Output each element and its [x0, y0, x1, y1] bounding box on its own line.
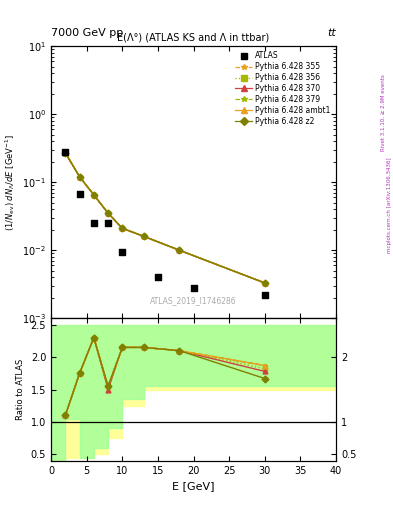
Text: tt: tt [327, 28, 336, 38]
Legend: ATLAS, Pythia 6.428 355, Pythia 6.428 356, Pythia 6.428 370, Pythia 6.428 379, P: ATLAS, Pythia 6.428 355, Pythia 6.428 35… [234, 50, 332, 127]
Pythia 6.428 370 [63, 150, 68, 156]
Pythia 6.428 356 [120, 225, 125, 231]
Pythia 6.428 379 [106, 210, 110, 216]
Pythia 6.428 355 [106, 210, 110, 216]
Text: Rivet 3.1.10, ≥ 2.9M events: Rivet 3.1.10, ≥ 2.9M events [381, 74, 386, 151]
Y-axis label: $(1/N_\mathrm{ev})\ dN_\Lambda/dE\ [\mathrm{GeV}^{-1}]$: $(1/N_\mathrm{ev})\ dN_\Lambda/dE\ [\mat… [3, 134, 17, 231]
Pythia 6.428 379 [120, 225, 125, 231]
Pythia 6.428 370 [141, 233, 146, 240]
Line: Pythia 6.428 z2: Pythia 6.428 z2 [63, 151, 267, 285]
Pythia 6.428 ambt1 [141, 233, 146, 240]
Line: Pythia 6.428 ambt1: Pythia 6.428 ambt1 [63, 151, 267, 285]
X-axis label: E [GeV]: E [GeV] [172, 481, 215, 491]
Pythia 6.428 z2 [177, 247, 182, 253]
Pythia 6.428 356 [92, 192, 96, 198]
Pythia 6.428 z2 [141, 233, 146, 240]
Pythia 6.428 355 [141, 233, 146, 240]
Pythia 6.428 370 [177, 247, 182, 253]
Pythia 6.428 379 [263, 280, 267, 286]
Line: Pythia 6.428 370: Pythia 6.428 370 [63, 151, 267, 285]
Y-axis label: Ratio to ATLAS: Ratio to ATLAS [16, 359, 25, 420]
Pythia 6.428 370 [77, 174, 82, 180]
Pythia 6.428 ambt1 [92, 192, 96, 198]
Pythia 6.428 355 [77, 174, 82, 180]
Pythia 6.428 ambt1 [63, 150, 68, 156]
Line: Pythia 6.428 356: Pythia 6.428 356 [63, 151, 267, 285]
Pythia 6.428 ambt1 [177, 247, 182, 253]
Text: 7000 GeV pp: 7000 GeV pp [51, 28, 123, 38]
Pythia 6.428 370 [120, 225, 125, 231]
ATLAS [155, 273, 161, 282]
ATLAS [119, 248, 125, 256]
Pythia 6.428 370 [92, 192, 96, 198]
Pythia 6.428 356 [177, 247, 182, 253]
Text: ATLAS_2019_I1746286: ATLAS_2019_I1746286 [150, 295, 237, 305]
Pythia 6.428 356 [141, 233, 146, 240]
Pythia 6.428 356 [106, 210, 110, 216]
ATLAS [262, 291, 268, 299]
Pythia 6.428 ambt1 [106, 210, 110, 216]
Pythia 6.428 355 [63, 150, 68, 156]
Pythia 6.428 356 [63, 150, 68, 156]
Pythia 6.428 ambt1 [263, 280, 267, 286]
Pythia 6.428 370 [263, 280, 267, 286]
ATLAS [76, 189, 83, 198]
Pythia 6.428 z2 [92, 192, 96, 198]
Pythia 6.428 z2 [120, 225, 125, 231]
ATLAS [62, 147, 68, 156]
ATLAS [105, 219, 111, 227]
ATLAS [190, 284, 196, 292]
Pythia 6.428 379 [177, 247, 182, 253]
Pythia 6.428 z2 [106, 210, 110, 216]
Line: Pythia 6.428 379: Pythia 6.428 379 [63, 151, 267, 285]
Pythia 6.428 379 [92, 192, 96, 198]
Pythia 6.428 370 [106, 210, 110, 216]
Text: mcplots.cern.ch [arXiv:1306.3436]: mcplots.cern.ch [arXiv:1306.3436] [387, 157, 391, 252]
Line: Pythia 6.428 355: Pythia 6.428 355 [63, 151, 267, 285]
Pythia 6.428 379 [141, 233, 146, 240]
ATLAS [91, 219, 97, 227]
Pythia 6.428 ambt1 [77, 174, 82, 180]
Pythia 6.428 355 [263, 280, 267, 286]
Pythia 6.428 355 [92, 192, 96, 198]
Pythia 6.428 z2 [63, 150, 68, 156]
Pythia 6.428 356 [77, 174, 82, 180]
Pythia 6.428 356 [263, 280, 267, 286]
Title: E(Λ°) (ATLAS KS and Λ in ttbar): E(Λ°) (ATLAS KS and Λ in ttbar) [118, 33, 270, 42]
Pythia 6.428 379 [77, 174, 82, 180]
Pythia 6.428 355 [120, 225, 125, 231]
Pythia 6.428 355 [177, 247, 182, 253]
Pythia 6.428 z2 [77, 174, 82, 180]
Pythia 6.428 379 [63, 150, 68, 156]
Pythia 6.428 ambt1 [120, 225, 125, 231]
Pythia 6.428 z2 [263, 280, 267, 286]
